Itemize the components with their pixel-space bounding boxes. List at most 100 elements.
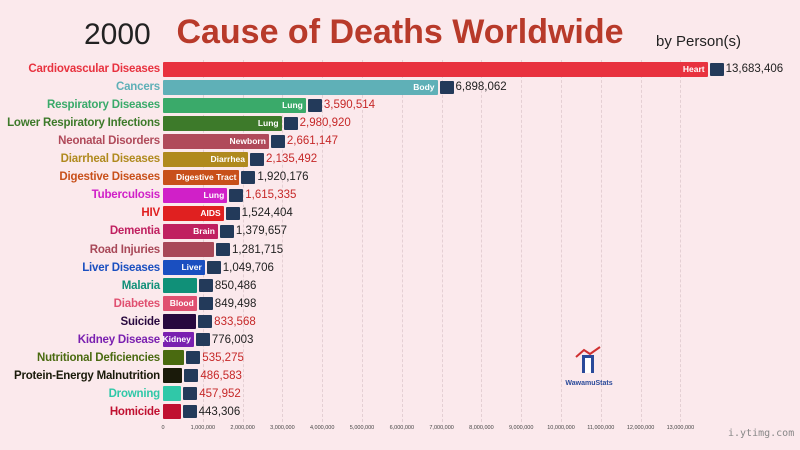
wawamustats-logo: WawamuStats (563, 345, 615, 387)
value-label: 2,135,492 (265, 153, 318, 166)
aids-ribbon-icon (225, 206, 240, 220)
bar-inner-label: AIDS (200, 207, 221, 218)
logo-chart-icon (575, 346, 601, 373)
bar: AIDS (163, 205, 224, 221)
value-label: 6,898,062 (455, 81, 507, 94)
x-tick-label: 11,000,000 (587, 425, 615, 431)
food-image-icon (186, 351, 201, 365)
bar (163, 386, 182, 402)
x-tick-label: 3,000,000 (270, 425, 295, 431)
logo-text: WawamuStats (565, 380, 613, 387)
gridline (680, 60, 682, 422)
x-tick-label: 5,000,000 (349, 425, 375, 431)
bar: Lung (163, 115, 282, 131)
mosquito-image-icon (198, 279, 213, 293)
value-label: 535,275 (202, 351, 244, 364)
category-label: Liver Diseases (82, 261, 160, 274)
category-label: Lower Respiratory Infections (7, 117, 160, 130)
value-label: 1,049,706 (222, 261, 274, 274)
body-image-icon (439, 80, 454, 94)
bar: Newborn (163, 133, 269, 149)
bar-inner-label: Heart (682, 63, 705, 74)
value-label: 13,683,406 (725, 63, 784, 75)
homicide-image-icon (182, 405, 197, 419)
value-label: 850,486 (214, 279, 257, 292)
bar: Lung (163, 187, 228, 203)
heart-image-icon (709, 62, 724, 76)
category-label: Cancers (116, 81, 160, 94)
gridline (640, 60, 642, 422)
diarrhea-image-icon (249, 152, 264, 166)
bar (163, 278, 197, 294)
category-label: Road Injuries (89, 243, 160, 256)
road-image-icon (216, 243, 230, 256)
value-label: 833,568 (214, 315, 256, 328)
bar: Body (163, 79, 438, 95)
bar: Liver (163, 260, 205, 276)
value-label: 457,952 (199, 387, 241, 400)
x-tick-label: 1,000,000 (190, 425, 216, 431)
gridline (322, 60, 324, 422)
gridline (600, 60, 602, 422)
value-label: 1,920,176 (257, 171, 309, 184)
year-label: 2000 (84, 18, 151, 51)
bar-inner-label: Kidney (162, 334, 191, 345)
x-tick-label: 13,000,000 (666, 425, 695, 431)
bar: Blood (163, 296, 197, 312)
x-tick-label: 0 (161, 425, 165, 431)
lung-image-icon (307, 98, 322, 112)
x-tick-label: 4,000,000 (309, 425, 335, 431)
category-label: Protein-Energy Malnutrition (13, 369, 160, 382)
category-label: Diarrheal Diseases (60, 153, 161, 166)
category-label: Malaria (121, 279, 160, 292)
category-label: Diabetes (113, 297, 161, 310)
category-label: Suicide (120, 315, 160, 328)
value-label: 443,306 (198, 405, 241, 418)
bar-inner-label: Blood (169, 298, 194, 309)
value-label: 486,583 (200, 369, 242, 382)
value-label: 1,379,657 (235, 225, 288, 238)
watermark: i.ytimg.com (728, 428, 795, 439)
chart-title: Cause of Deaths Worldwide (176, 13, 624, 51)
value-label: 2,980,920 (299, 117, 351, 130)
gridline (561, 60, 562, 422)
bar-inner-label: Digestive Tract (175, 171, 237, 182)
category-label: Neonatal Disorders (58, 135, 160, 148)
category-label: Kidney Disease (77, 333, 160, 346)
value-label: 1,281,715 (232, 243, 284, 256)
bar-inner-label: Body (413, 81, 435, 92)
value-label: 776,003 (211, 333, 254, 346)
digestive-tract-image-icon (241, 170, 256, 184)
x-tick-label: 6,000,000 (389, 425, 415, 431)
x-tick-label: 12,000,000 (626, 425, 655, 431)
category-label: Respiratory Diseases (47, 99, 160, 112)
value-label: 3,590,514 (323, 99, 376, 112)
category-label: Tuberculosis (91, 189, 161, 202)
bar-inner-label: Newborn (229, 135, 266, 146)
bar: Kidney (162, 332, 194, 348)
category-label: Drowning (108, 387, 161, 400)
bar (163, 242, 214, 257)
gridline (481, 60, 483, 422)
newborn-image-icon (270, 134, 285, 148)
value-label: 849,498 (214, 297, 257, 310)
malnutrition-image-icon (184, 369, 199, 383)
bar-inner-label: Lung (282, 99, 303, 110)
bar: Diarrhea (163, 151, 248, 167)
lung-xray-image-icon (229, 188, 244, 202)
bar (163, 404, 181, 420)
bar-inner-label: Diarrhea (210, 153, 245, 164)
lung-image-icon (283, 116, 298, 130)
blood-image-icon (198, 297, 213, 311)
chart-subtitle: by Person(s) (656, 33, 742, 50)
liver-image-icon (206, 261, 221, 275)
bar: Lung (163, 97, 306, 113)
bar (163, 314, 197, 330)
category-label: Nutritional Deficiencies (36, 351, 160, 364)
category-label: Cardiovascular Diseases (28, 63, 160, 75)
bar-inner-label: Brain (193, 225, 215, 236)
x-tick-label: 10,000,000 (547, 425, 575, 431)
bar-inner-label: Liver (181, 262, 202, 273)
gridline (242, 60, 244, 422)
